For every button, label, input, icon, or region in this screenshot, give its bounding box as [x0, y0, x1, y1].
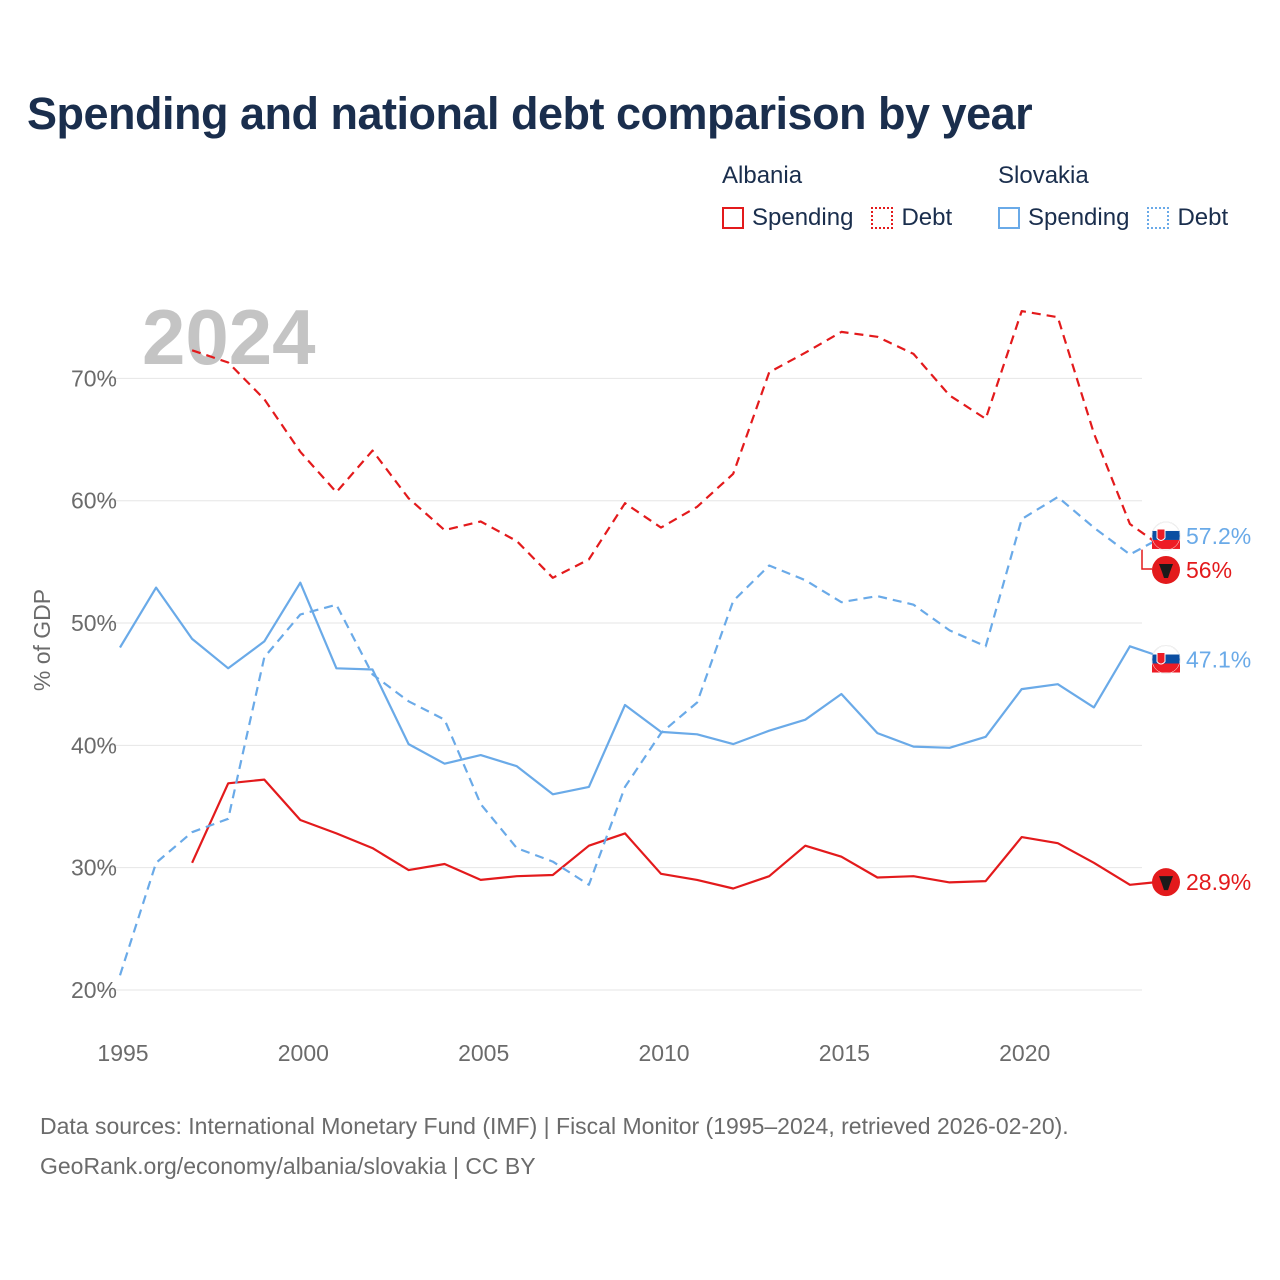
series-line-slovakia-debt: [118, 495, 1167, 976]
legend-label: Debt: [901, 204, 953, 231]
eagle-icon: [1159, 563, 1173, 578]
chart-title: Spending and national debt comparison by…: [27, 88, 1033, 139]
legend-label: Spending: [1028, 204, 1130, 231]
y-tick-label: 30%: [71, 855, 117, 881]
y-tick-label: 60%: [71, 488, 117, 514]
data-source-text: Data sources: International Monetary Fun…: [40, 1113, 1069, 1139]
series-line-slovakia-spending: [119, 581, 1167, 796]
x-tick-label: 1995: [97, 1040, 148, 1066]
footer: Data sources: International Monetary Fun…: [40, 1106, 1069, 1186]
end-value-label: 28.9%: [1186, 869, 1251, 895]
end-connector: [1141, 549, 1152, 570]
legend-albania-spending[interactable]: Spending: [722, 204, 853, 232]
solid-line-swatch-icon: [998, 207, 1020, 229]
end-value-label: 47.1%: [1186, 647, 1251, 673]
legend-country-slovakia: Slovakia: [998, 162, 1089, 189]
y-axis-title: % of GDP: [29, 589, 55, 691]
flag-stripe-blue: [1152, 530, 1180, 540]
legend-country-albania: Albania: [722, 162, 803, 189]
y-tick-label: 70%: [71, 365, 117, 391]
legend-label: Debt: [1177, 204, 1229, 231]
series-line-albania-spending: [191, 778, 1167, 890]
coat-of-arms-icon: [1156, 528, 1166, 541]
dotted-line-swatch-icon: [1147, 207, 1170, 229]
legend-label: Spending: [752, 204, 854, 231]
y-tick-label: 50%: [71, 610, 117, 636]
legend-slovakia-spending[interactable]: Spending: [998, 204, 1129, 232]
attribution-text[interactable]: GeoRank.org/economy/albania/slovakia | C…: [40, 1153, 536, 1179]
y-tick-label: 20%: [71, 977, 117, 1003]
end-value-label: 57.2%: [1186, 523, 1251, 549]
x-tick-label: 2005: [458, 1040, 509, 1066]
y-tick-label: 40%: [71, 732, 117, 758]
flag-rim: [1151, 521, 1181, 551]
coat-of-arms-icon: [1156, 652, 1166, 665]
flag-rim: [1151, 645, 1181, 674]
legend-slovakia: Slovakia Spending Debt: [998, 162, 1228, 232]
legend-slovakia-debt[interactable]: Debt: [1147, 204, 1228, 232]
series-line-albania-debt: [191, 310, 1167, 579]
flag-stripe-blue: [1152, 654, 1180, 664]
dotted-line-swatch-icon: [871, 207, 894, 229]
flag-stripe-red: [1152, 539, 1180, 549]
x-tick-label: 2000: [278, 1040, 329, 1066]
eagle-icon: [1159, 876, 1173, 891]
x-tick-label: 2015: [819, 1040, 870, 1066]
year-watermark: 2024: [142, 293, 316, 381]
flag-stripe-red: [1152, 663, 1180, 673]
x-tick-label: 2010: [638, 1040, 689, 1066]
legend-albania-debt[interactable]: Debt: [871, 204, 952, 232]
legend-albania: Albania Spending Debt: [722, 162, 970, 232]
x-tick-label: 2020: [999, 1040, 1050, 1066]
solid-line-swatch-icon: [722, 207, 744, 229]
end-value-label: 56%: [1186, 557, 1232, 583]
